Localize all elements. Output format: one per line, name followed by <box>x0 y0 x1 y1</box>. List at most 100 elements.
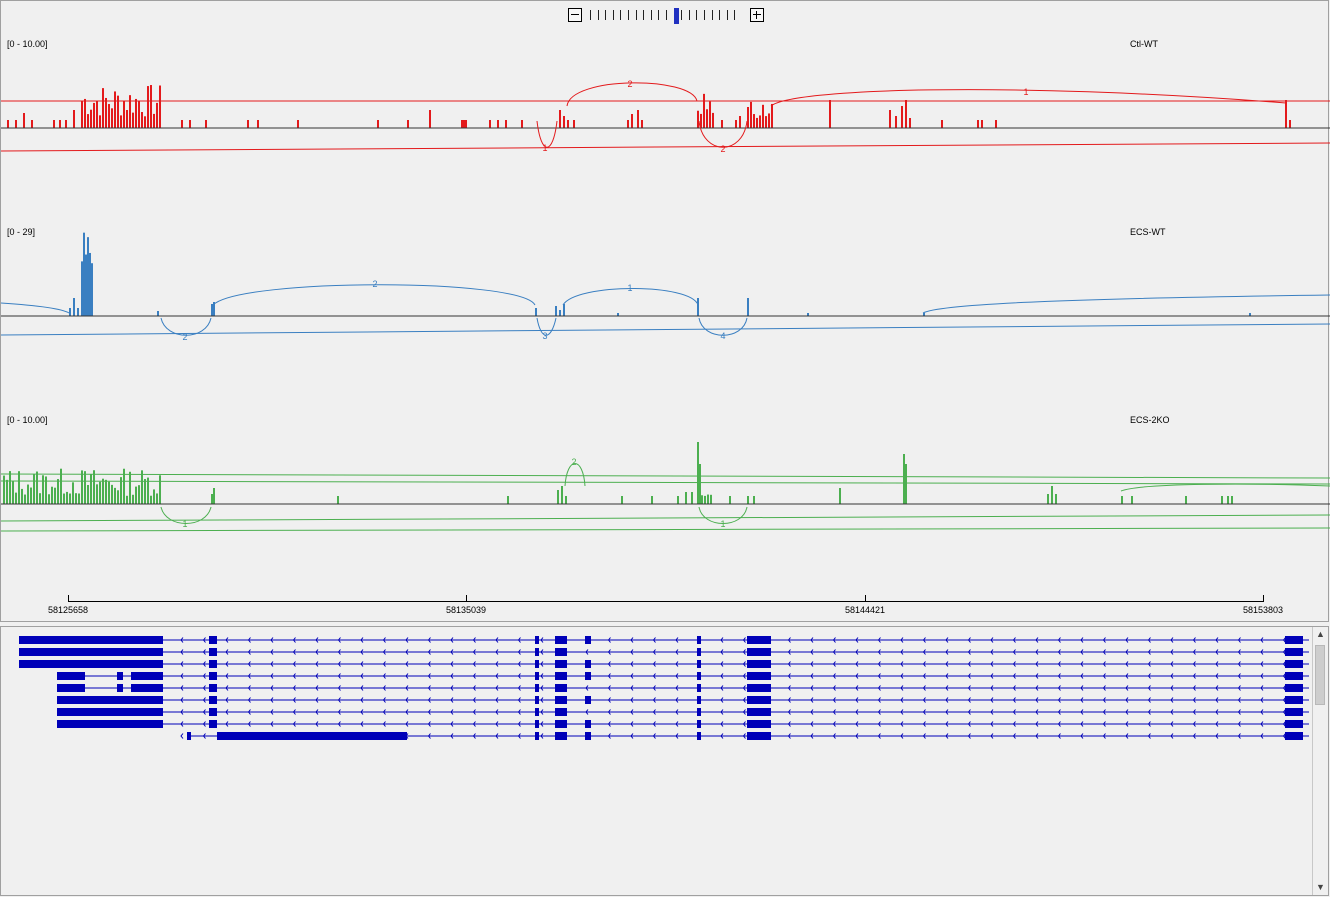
strand-arrow-icon <box>1080 661 1084 667</box>
strand-arrow-icon <box>405 649 409 655</box>
coverage-track-ecs-2ko[interactable]: 2 1 1 <box>0 431 1330 541</box>
coverage-bar <box>735 120 737 128</box>
strand-arrow-icon <box>1215 673 1219 679</box>
coverage-bar <box>73 110 75 128</box>
zoom-widget[interactable] <box>566 7 771 25</box>
strand-arrow-icon <box>585 649 589 655</box>
zoom-tick[interactable] <box>597 10 599 20</box>
exon-block <box>747 672 771 680</box>
coverage-track-ecs-wt[interactable]: 2 1 2 3 4 <box>0 223 1330 353</box>
coverage-bar <box>153 113 155 128</box>
coverage-bar <box>1249 313 1251 316</box>
zoom-tick[interactable] <box>711 10 713 20</box>
zoom-tick[interactable] <box>628 10 629 20</box>
scroll-up-arrow-icon[interactable]: ▲ <box>1316 629 1325 639</box>
junction-count-label: 1 <box>627 283 632 293</box>
vertical-scrollbar[interactable]: ▲ ▼ <box>1312 627 1328 895</box>
exon-block <box>209 720 217 728</box>
zoom-in-button[interactable] <box>750 8 764 22</box>
coverage-bar <box>78 493 80 504</box>
strand-arrow-icon <box>720 733 724 739</box>
strand-arrow-icon <box>1237 709 1241 715</box>
strand-arrow-icon <box>675 649 679 655</box>
zoom-tick[interactable] <box>704 10 705 20</box>
exon-block <box>1285 696 1303 704</box>
zoom-tick[interactable] <box>612 10 614 20</box>
coverage-bar <box>65 120 67 128</box>
zoom-tick[interactable] <box>643 10 645 20</box>
coverage-bar <box>555 306 557 316</box>
coverage-bar <box>765 116 767 128</box>
strand-arrow-icon <box>1147 685 1151 691</box>
coverage-bar <box>889 110 891 128</box>
transcript-tracks[interactable] <box>1 627 1313 895</box>
gene-annotation-panel[interactable]: ▲ ▼ <box>0 626 1329 896</box>
zoom-tick[interactable] <box>635 10 637 20</box>
scroll-down-arrow-icon[interactable]: ▼ <box>1316 882 1325 892</box>
strand-arrow-icon <box>607 637 611 643</box>
strand-arrow-icon <box>1260 649 1264 655</box>
zoom-tick[interactable] <box>688 10 690 20</box>
strand-arrow-icon <box>967 685 971 691</box>
track-name-ecs-wt[interactable]: ECS-WT <box>1130 227 1166 237</box>
scrollbar-thumb[interactable] <box>1315 645 1325 705</box>
junction-arcs-ecs-wt <box>0 284 1330 336</box>
strand-arrow-icon <box>742 685 746 691</box>
strand-arrow-icon <box>900 685 904 691</box>
strand-arrow-icon <box>1170 721 1174 727</box>
zoom-tick[interactable] <box>719 10 721 20</box>
zoom-tick[interactable] <box>666 10 667 20</box>
exon-block <box>209 648 217 656</box>
zoom-tick[interactable] <box>590 10 591 20</box>
strand-arrow-icon <box>720 709 724 715</box>
coverage-bar <box>105 97 107 128</box>
strand-arrow-icon <box>675 637 679 643</box>
track-name-ecs-2ko[interactable]: ECS-2KO <box>1130 415 1170 425</box>
zoom-tick[interactable] <box>650 10 652 20</box>
exon-block <box>697 732 701 740</box>
strand-arrow-icon <box>945 697 949 703</box>
exon-block <box>747 720 771 728</box>
junction-count-label: 1 <box>542 143 547 153</box>
zoom-tick[interactable] <box>681 10 683 20</box>
exon-block <box>131 672 163 680</box>
strand-arrow-icon <box>270 649 274 655</box>
exon-block <box>535 720 539 728</box>
strand-arrow-icon <box>427 697 431 703</box>
coverage-track-ctl-wt[interactable]: 2 1 1 2 <box>0 61 1330 171</box>
coverage-bar <box>27 484 29 504</box>
coverage-bar <box>102 478 104 504</box>
zoom-tick[interactable] <box>696 10 698 20</box>
strand-arrow-icon <box>810 637 814 643</box>
track-name-ctl-wt[interactable]: Ctl-WT <box>1130 39 1158 49</box>
strand-arrow-icon <box>427 709 431 715</box>
strand-arrow-icon <box>630 637 634 643</box>
strand-arrow-icon <box>202 709 206 715</box>
zoom-level-indicator[interactable] <box>673 8 679 24</box>
coverage-bar <box>96 100 98 128</box>
zoom-tick[interactable] <box>658 10 660 20</box>
exon-block <box>19 660 163 668</box>
strand-arrow-icon <box>630 697 634 703</box>
strand-arrow-icon <box>360 649 364 655</box>
zoom-tick[interactable] <box>726 10 728 20</box>
coverage-bar <box>839 488 841 504</box>
strand-arrow-icon <box>180 673 184 679</box>
strand-arrow-icon <box>540 709 544 715</box>
strand-arrow-icon <box>270 685 274 691</box>
zoom-tick[interactable] <box>605 10 607 20</box>
zoom-tick[interactable] <box>620 10 622 20</box>
strand-arrow-icon <box>945 685 949 691</box>
coverage-bar <box>697 110 699 128</box>
strand-arrow-icon <box>1035 649 1039 655</box>
strand-arrow-icon <box>405 673 409 679</box>
strand-arrow-icon <box>832 661 836 667</box>
strand-arrow-icon <box>967 649 971 655</box>
strand-arrow-icon <box>405 697 409 703</box>
zoom-tick[interactable] <box>734 10 736 20</box>
zoom-out-button[interactable] <box>568 8 582 22</box>
coverage-bar <box>377 120 379 128</box>
strand-arrow-icon <box>922 721 926 727</box>
strand-arrow-icon <box>1012 733 1016 739</box>
strand-arrow-icon <box>1057 721 1061 727</box>
